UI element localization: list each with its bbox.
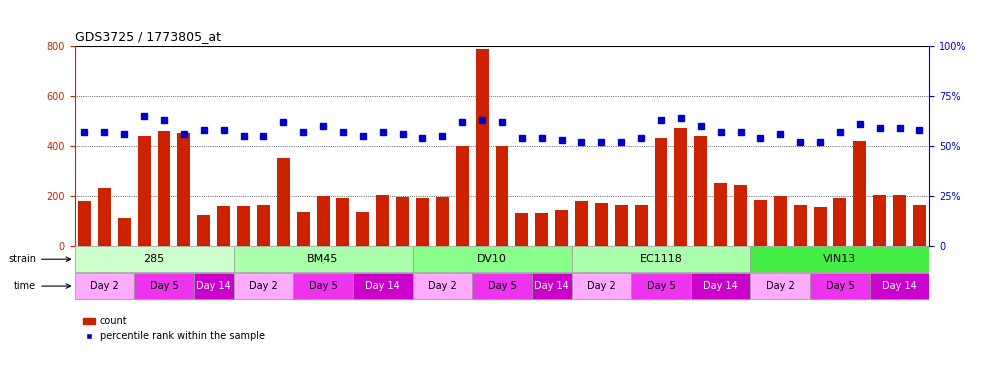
Bar (413, 273, 472, 299)
Bar (158, 131, 171, 246)
Text: BM45: BM45 (307, 254, 339, 264)
Bar (615, 205, 628, 246)
Bar (496, 146, 509, 246)
Bar (293, 273, 353, 299)
Bar (556, 210, 569, 246)
Bar (75, 273, 134, 299)
Text: Day 5: Day 5 (309, 281, 337, 291)
Bar (735, 185, 747, 246)
Bar (516, 214, 529, 246)
Bar (695, 136, 708, 246)
Bar (635, 205, 648, 246)
Text: Day 2: Day 2 (766, 281, 794, 291)
Bar (834, 198, 847, 246)
Bar (572, 273, 631, 299)
Text: VIN13: VIN13 (823, 254, 857, 264)
Text: DV10: DV10 (477, 254, 507, 264)
Bar (137, 136, 151, 246)
Bar (78, 201, 91, 246)
Bar (691, 273, 750, 299)
Text: Day 14: Day 14 (704, 281, 738, 291)
Bar (476, 48, 489, 246)
Bar (874, 195, 887, 246)
Bar (854, 141, 867, 246)
Bar (397, 197, 410, 246)
Bar (536, 214, 549, 246)
Bar (337, 198, 350, 246)
Bar (595, 204, 608, 246)
Bar (794, 205, 807, 246)
Bar (774, 196, 787, 246)
Text: Day 14: Day 14 (366, 281, 400, 291)
Bar (631, 273, 691, 299)
Bar (198, 215, 211, 246)
Text: Day 5: Day 5 (150, 281, 178, 291)
Text: GDS3725 / 1773805_at: GDS3725 / 1773805_at (75, 30, 221, 43)
Bar (277, 158, 290, 246)
Text: strain: strain (8, 254, 71, 264)
Bar (894, 195, 907, 246)
Text: Day 5: Day 5 (647, 281, 675, 291)
Bar (532, 273, 572, 299)
Bar (810, 273, 870, 299)
Bar (413, 246, 572, 272)
Text: EC1118: EC1118 (639, 254, 683, 264)
Bar (238, 206, 250, 246)
Text: 285: 285 (143, 254, 165, 264)
Bar (234, 246, 413, 272)
Text: time: time (14, 281, 71, 291)
Bar (655, 139, 668, 246)
Text: Day 14: Day 14 (197, 281, 231, 291)
Bar (814, 207, 827, 246)
Bar (913, 205, 926, 246)
Bar (218, 206, 231, 246)
Bar (576, 201, 588, 246)
Bar (750, 246, 929, 272)
Bar (297, 212, 310, 246)
Bar (257, 205, 270, 246)
Bar (317, 196, 330, 246)
Text: Day 14: Day 14 (535, 281, 569, 291)
Bar (75, 246, 234, 272)
Bar (675, 128, 688, 246)
Bar (98, 188, 111, 246)
Bar (353, 273, 413, 299)
Legend: count, percentile rank within the sample: count, percentile rank within the sample (80, 313, 268, 345)
Bar (750, 273, 810, 299)
Bar (436, 197, 449, 246)
Text: Day 5: Day 5 (488, 281, 516, 291)
Text: Day 2: Day 2 (249, 281, 277, 291)
Bar (456, 146, 469, 246)
Bar (178, 134, 191, 246)
Text: Day 14: Day 14 (883, 281, 916, 291)
Bar (194, 273, 234, 299)
Bar (234, 273, 293, 299)
Bar (754, 200, 767, 246)
Bar (416, 198, 429, 246)
Text: Day 2: Day 2 (90, 281, 118, 291)
Bar (377, 195, 390, 246)
Text: Day 2: Day 2 (428, 281, 456, 291)
Bar (134, 273, 194, 299)
Bar (357, 212, 370, 246)
Bar (572, 246, 750, 272)
Bar (118, 218, 131, 246)
Text: Day 2: Day 2 (587, 281, 615, 291)
Bar (472, 273, 532, 299)
Bar (870, 273, 929, 299)
Text: Day 5: Day 5 (826, 281, 854, 291)
Bar (715, 184, 728, 246)
